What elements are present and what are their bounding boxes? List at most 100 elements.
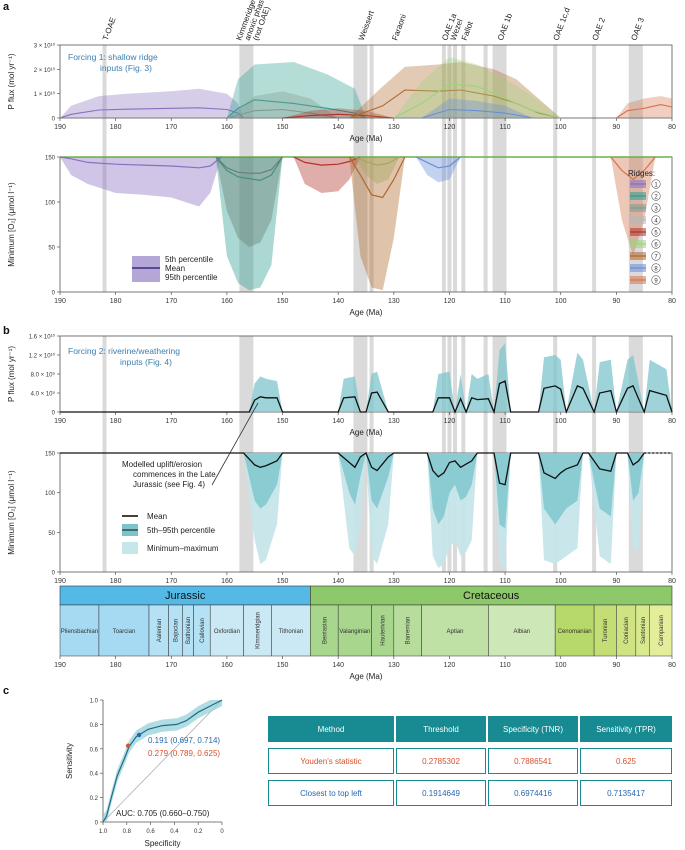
ridge-number-circle — [651, 251, 661, 261]
stage-label: Toarcian — [113, 629, 136, 635]
table-row: Closest to top left 0.1914649 0.6974416 … — [268, 780, 674, 812]
stage-box — [488, 604, 556, 657]
x-tick-label: 0.4 — [170, 829, 179, 835]
key-b-minmax: Minimum–maximum — [147, 544, 219, 553]
forcing1-line2: inputs (Fig. 3) — [100, 63, 152, 73]
x-tick-label: 130 — [388, 418, 400, 425]
x-tick-label: 130 — [388, 662, 400, 669]
period-label: Jurassic — [165, 590, 206, 602]
x-tick-label: 170 — [165, 298, 177, 305]
ridge-number: 1 — [654, 182, 658, 188]
ridge-number-circle — [651, 239, 661, 249]
chart-b-pflux: 190 180 170 160 150 140 130 120 110 100 90 80 Age (M… — [7, 334, 676, 438]
series-line-9 — [610, 156, 656, 181]
stage-label: Bathonian — [186, 617, 192, 644]
series-line-6 — [354, 156, 400, 166]
cell-threshold: 0.2785302 — [396, 748, 486, 774]
series-line-6 — [393, 83, 561, 119]
series-band-9 — [616, 96, 672, 118]
key-b-minmax-swatch — [122, 542, 138, 554]
ridges-legend-title: Ridges: — [628, 169, 655, 178]
ridge-number: 3 — [654, 206, 658, 212]
x-tick-label: 130 — [388, 298, 400, 305]
x-tick-label: 90 — [612, 298, 620, 305]
series-band-7 — [349, 157, 405, 291]
ridge-number-circle — [651, 275, 661, 285]
table-row: Youden's statistic 0.2785302 0.7886541 0… — [268, 748, 674, 780]
ridge-number-circle — [651, 191, 661, 201]
y-tick-label: 0.2 — [90, 796, 99, 802]
forcing2-line2: inputs (Fig. 4) — [120, 357, 172, 367]
key-band-swatch — [132, 256, 160, 282]
x-tick-label: 180 — [110, 418, 122, 425]
series-band-3 — [215, 157, 283, 247]
header-specificity: Specificity (TNR) — [488, 716, 578, 742]
x-tick-label: 190 — [54, 124, 66, 131]
x-tick-label: 100 — [555, 418, 567, 425]
y-tick-label: 1.0 — [90, 699, 99, 705]
y-tick-label: 150 — [45, 156, 56, 162]
x-tick-label: 190 — [54, 578, 66, 585]
x-tick-label: 160 — [221, 298, 233, 305]
x-tick-label: 170 — [165, 578, 177, 585]
x-tick-label: 100 — [555, 124, 567, 131]
x-tick-label: 180 — [110, 662, 122, 669]
y-tick-label: 0 — [52, 411, 56, 417]
x-tick-label: 80 — [668, 662, 676, 669]
stage-label: Aptian — [447, 629, 464, 635]
cell-method: Closest to top left — [268, 780, 394, 806]
cell-method: Youden's statistic — [268, 748, 394, 774]
x-tick-label: 190 — [54, 418, 66, 425]
x-tick-label: 100 — [555, 298, 567, 305]
stage-label: Pliensbachian — [61, 629, 98, 635]
stage-label: Albian — [513, 629, 530, 635]
x-tick-label: 0 — [220, 829, 224, 835]
y-axis-label: Sensitivity — [65, 743, 74, 779]
cell-sensitivity: 0.625 — [580, 748, 672, 774]
geologic-timescale: Jurassic Cretaceous Pliensbachian Toarcian A… — [54, 585, 676, 681]
ridge-number-circle — [651, 203, 661, 213]
x-tick-label: 90 — [612, 418, 620, 425]
x-axis-label: Age (Ma) — [350, 308, 383, 317]
ridge-number-circle — [651, 227, 661, 237]
y-tick-label: 150 — [45, 452, 56, 458]
series-band-1 — [60, 88, 244, 118]
y-tick-label: 0.8 — [90, 723, 99, 729]
series-band-1 — [60, 157, 222, 207]
x-tick-label: 170 — [165, 662, 177, 669]
series-line-7 — [348, 156, 406, 199]
y-tick-label: 4.0 × 10⁹ — [31, 391, 56, 398]
cell-specificity: 0.6974416 — [488, 780, 578, 806]
ridge-number: 8 — [654, 266, 658, 272]
ridge-number: 6 — [654, 242, 658, 248]
roc-threshold-point — [136, 732, 142, 738]
event-bar — [369, 45, 374, 292]
ridge-number: 7 — [654, 254, 658, 260]
stage-label: Callovian — [200, 618, 206, 643]
y-tick-label: 50 — [48, 246, 55, 252]
stage-box — [310, 604, 339, 657]
event-label: OAE 3 — [629, 16, 646, 42]
x-tick-label: 110 — [500, 124, 511, 131]
y-axis-label: P flux (mol yr⁻¹) — [7, 346, 16, 402]
x-tick-label: 90 — [612, 124, 620, 131]
stage-label: Aalenian — [157, 619, 163, 642]
stage-label: Bajocian — [173, 619, 179, 642]
event-bar — [353, 45, 368, 292]
event-bar — [592, 45, 597, 292]
series-line-2 — [215, 156, 284, 182]
y-tick-label: 0 — [52, 117, 56, 123]
y-axis-label: Minimum [O₂] (μmol l⁻¹) — [7, 470, 16, 555]
event-label: OAE 2 — [591, 16, 608, 42]
x-tick-label: 120 — [444, 578, 456, 585]
ridge-number-circle — [651, 179, 661, 189]
x-tick-label: 80 — [668, 578, 676, 585]
x-axis-label: Specificity — [144, 839, 180, 848]
uplift-annotation: Modelled uplift/erosion commences in the… — [122, 402, 259, 489]
roc-auc: AUC: 0.705 (0.660–0.750) — [116, 809, 210, 818]
stage-label: Turonian — [603, 619, 609, 642]
stage-box — [554, 604, 595, 657]
stage-box — [337, 604, 372, 657]
